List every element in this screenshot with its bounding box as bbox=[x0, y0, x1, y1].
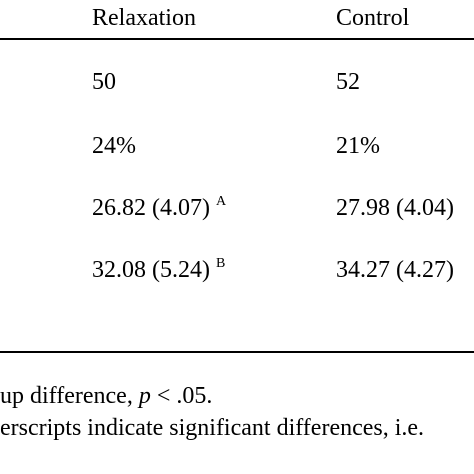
column-header-relaxation: Relaxation bbox=[92, 5, 196, 31]
cell-relaxation-row2: 24% bbox=[92, 133, 136, 159]
cell-control-row2: 21% bbox=[336, 133, 380, 159]
table-note-superscripts: erscripts indicate significant differenc… bbox=[0, 415, 425, 441]
cell-control-row3: 27.98 (4.04) bbox=[336, 195, 454, 221]
cell-control-row1: 52 bbox=[336, 69, 360, 95]
superscript-marker: A bbox=[215, 194, 227, 209]
note-text: < .05. bbox=[150, 383, 213, 409]
cell-value: 26.82 (4.07) bbox=[92, 195, 210, 221]
superscript-marker: B bbox=[215, 256, 226, 271]
cell-relaxation-row4: 32.08 (5.24) B bbox=[92, 256, 226, 283]
cell-control-row4: 34.27 (4.27) bbox=[336, 257, 454, 283]
footer-rule bbox=[0, 351, 474, 353]
cell-relaxation-row3: 26.82 (4.07) A bbox=[92, 194, 227, 221]
cell-value: 32.08 (5.24) bbox=[92, 257, 210, 283]
header-rule bbox=[0, 38, 474, 40]
note-p-symbol: p bbox=[138, 383, 151, 409]
note-text: up difference, bbox=[0, 383, 139, 409]
column-header-control: Control bbox=[336, 5, 410, 31]
table-note-significance: up difference, p < .05. bbox=[0, 384, 212, 408]
cell-relaxation-row1: 50 bbox=[92, 69, 116, 95]
